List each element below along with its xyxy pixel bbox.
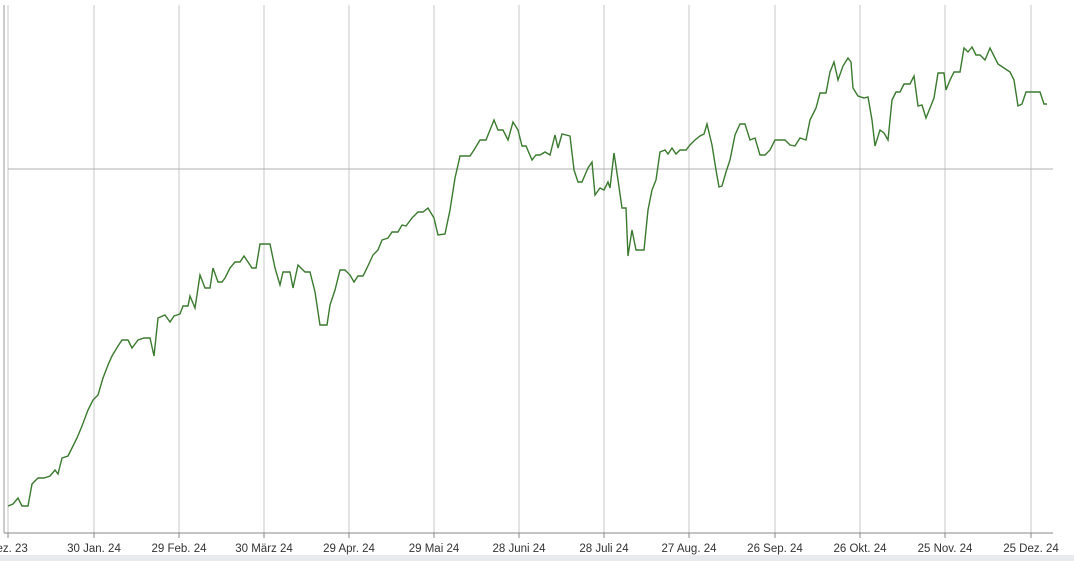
x-tick-label: 30 März 24 [235, 543, 293, 555]
x-tick-label: 25 Dez. 24 [1003, 543, 1059, 555]
bottom-strip [0, 555, 1074, 561]
x-tick-label: 29 Mai 24 [409, 543, 460, 555]
x-tick-label: 29 Feb. 24 [152, 543, 208, 555]
x-tick-label: 26 Sep. 24 [747, 543, 803, 555]
x-tick-label: 29 Apr. 24 [323, 543, 375, 555]
x-tick-label: 25 Nov. 24 [918, 543, 973, 555]
x-tick-label: 30 Jan. 24 [67, 543, 121, 555]
x-tick-label: 26 Okt. 24 [833, 543, 887, 555]
x-tick-label: 28 Juni 24 [492, 543, 546, 555]
x-tick-label: 27 Aug. 24 [662, 543, 718, 555]
x-tick-label: Dez. 23 [0, 543, 28, 555]
line-series [7, 45, 1047, 507]
x-tick-label: 28 Juli 24 [579, 543, 629, 555]
